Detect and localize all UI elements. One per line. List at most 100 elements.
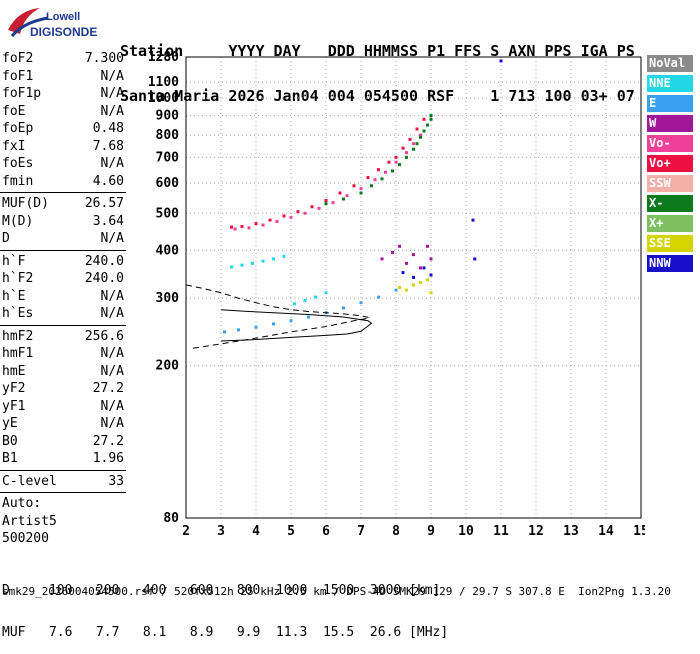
param-row: foF1p N/A: [0, 85, 126, 103]
param-value: N/A: [100, 68, 124, 84]
data-point: [398, 163, 401, 167]
series-Vo-: [233, 133, 422, 231]
param-value: N/A: [100, 231, 124, 246]
data-point: [296, 210, 300, 214]
data-point: [261, 223, 265, 227]
digisonde-logo: Lowell DIGISONDE: [4, 4, 114, 44]
param-value: N/A: [100, 86, 124, 101]
param-row: fxI 7.68: [0, 138, 126, 156]
header-label: DDD: [327, 42, 364, 60]
data-point: [412, 253, 415, 257]
param-note: 500200: [2, 531, 49, 546]
param-row: B0 27.2: [0, 433, 126, 451]
grid: [185, 56, 642, 519]
legend-item: X+: [647, 215, 693, 232]
param-name: B1: [2, 451, 18, 466]
muf-distance: 200: [72, 583, 120, 598]
param-note: Artist5: [2, 513, 57, 529]
data-point: [426, 123, 429, 127]
data-point: [391, 250, 394, 254]
data-point: [370, 184, 373, 188]
param-value: N/A: [100, 103, 124, 119]
header-label: Station: [120, 42, 229, 60]
param-value: 1.96: [92, 451, 124, 466]
header-value: 07: [616, 87, 644, 105]
data-point: [419, 280, 422, 284]
data-point: [429, 117, 433, 121]
param-name: MUF(D): [2, 196, 49, 211]
param-note: Auto:: [2, 496, 42, 511]
muf-d-label: D: [2, 583, 26, 598]
header-value: Jan04: [273, 87, 328, 105]
data-point: [342, 306, 345, 310]
param-name: yF1: [2, 398, 26, 414]
muf-distance: 1500: [307, 583, 355, 598]
param-value: N/A: [100, 156, 124, 171]
data-point: [352, 184, 356, 188]
param-name: fxI: [2, 138, 26, 154]
param-value: 3.64: [92, 213, 124, 229]
logo-line2: DIGISONDE: [30, 25, 97, 39]
legend-item: E: [647, 95, 693, 112]
header-label: AXN: [508, 42, 545, 60]
param-row: fmin 4.60: [0, 173, 126, 191]
x-tick-label: 11: [493, 524, 509, 535]
param-value: N/A: [100, 398, 124, 414]
y-tick-label: 500: [156, 206, 180, 221]
param-row: foF1 N/A: [0, 68, 126, 86]
y-tick-label: 300: [156, 291, 180, 306]
data-point: [394, 155, 398, 159]
param-row: C-level 33: [0, 473, 126, 491]
header-value: 1: [490, 87, 509, 105]
param-name: h`E: [2, 288, 26, 304]
data-point: [331, 201, 335, 205]
data-point: [272, 257, 275, 261]
data-point: [275, 219, 279, 223]
param-name: foF2: [2, 51, 34, 66]
param-name: h`F2: [2, 271, 34, 286]
x-tick-label: 6: [322, 524, 330, 535]
header-value: 054500: [363, 87, 428, 105]
series-Vo+: [230, 117, 426, 229]
data-point: [419, 133, 422, 137]
header-label: PPS: [544, 42, 581, 60]
param-row: hmF1 N/A: [0, 345, 126, 363]
data-point: [310, 205, 314, 209]
muf-value: 7.7: [72, 625, 120, 640]
header-table: Station YYYY DAY DDD HHMMSS P1 FFS S AXN…: [120, 14, 644, 119]
param-name: hmF2: [2, 328, 34, 344]
data-point: [233, 227, 237, 231]
x-tick-label: 13: [563, 524, 579, 535]
data-point: [324, 202, 328, 206]
divider: [0, 324, 126, 326]
y-tick-label: 800: [156, 128, 180, 143]
footer-version: Ion2Png 1.3.20: [578, 585, 671, 598]
param-row: D N/A: [0, 230, 126, 248]
data-point: [429, 273, 433, 277]
data-point: [405, 288, 408, 292]
footer-info: smk29_2026004054500.rsf / 520fx512h 25 k…: [2, 585, 671, 598]
y-tick-label: 600: [156, 176, 180, 191]
legend-item: NNE: [647, 75, 693, 92]
x-tick-label: 10: [458, 524, 474, 535]
data-point: [401, 271, 405, 275]
data-point: [247, 226, 251, 230]
data-point: [422, 266, 426, 270]
param-row: foF2 7.300: [0, 50, 126, 68]
data-point: [254, 222, 258, 226]
logo-line1: Lowell: [46, 11, 80, 23]
series-X-: [324, 114, 433, 206]
param-value: N/A: [100, 416, 124, 431]
param-name: yF2: [2, 381, 26, 396]
muf-value: 26.6: [354, 625, 402, 640]
header-label: FFS: [454, 42, 491, 60]
data-point: [412, 147, 415, 151]
x-tick-label: 3: [217, 524, 225, 535]
data-point: [387, 160, 391, 164]
data-point: [422, 129, 426, 133]
param-row: hmF2 256.6: [0, 328, 126, 346]
data-point: [419, 266, 422, 270]
header-label: PS: [616, 42, 644, 60]
data-point: [293, 302, 296, 306]
muf-value: 7.6: [25, 625, 73, 640]
